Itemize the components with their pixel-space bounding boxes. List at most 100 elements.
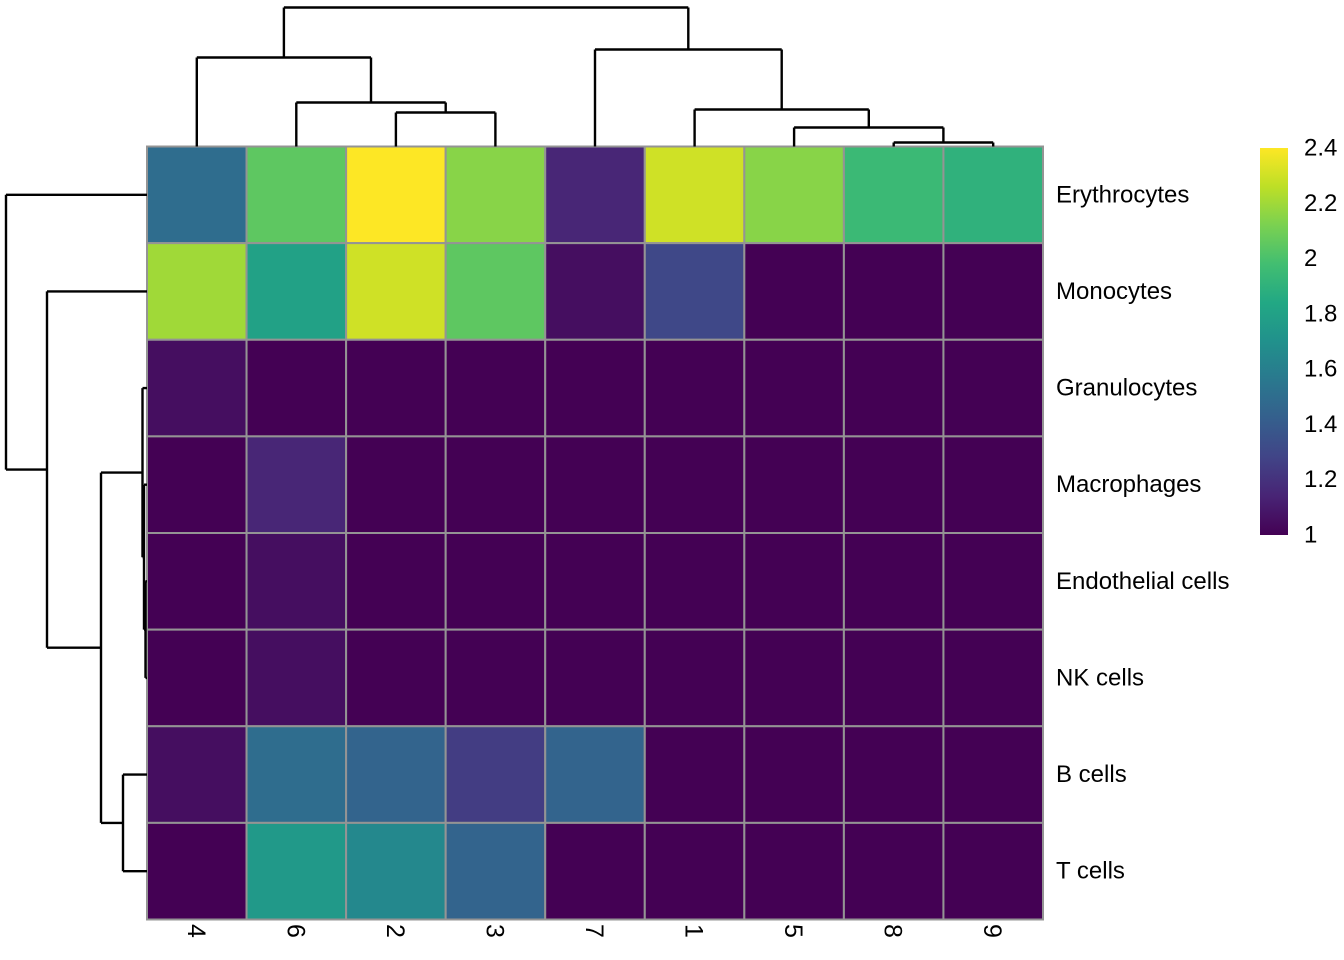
heatmap-cell	[842, 628, 945, 728]
row-labels: Erythrocytes Monocytes Granulocytes Macroph…	[1056, 181, 1229, 884]
heatmap-cell	[544, 725, 646, 824]
colorbar-tick-label: 2	[1304, 245, 1317, 272]
row-label: Monocytes	[1056, 278, 1172, 305]
heatmap-cell	[146, 532, 248, 631]
heatmap-cell	[146, 145, 248, 245]
heatmap-cell	[942, 145, 1045, 245]
row-label: Granulocytes	[1056, 375, 1197, 402]
heatmap-cell	[544, 338, 646, 438]
colorbar-tick-label: 2.2	[1304, 190, 1337, 217]
heatmap-cell	[345, 338, 447, 438]
heatmap-cell	[743, 145, 845, 245]
heatmap-cell	[245, 435, 348, 534]
heatmap-cell	[942, 821, 1045, 921]
heatmap-cell	[245, 242, 348, 341]
heatmap-cell	[345, 242, 447, 341]
column-label: 3	[480, 924, 508, 938]
column-label: 4	[182, 924, 210, 938]
heatmap-cell	[743, 821, 845, 921]
colorbar-tick-label: 1.4	[1304, 411, 1337, 438]
heatmap-grid	[146, 145, 1045, 921]
heatmap-cell	[743, 338, 845, 438]
heatmap-cell	[245, 338, 348, 438]
heatmap-cell	[444, 242, 547, 341]
heatmap-cell	[146, 435, 248, 534]
heatmap-cell	[842, 338, 945, 438]
heatmap-cell	[146, 628, 248, 728]
heatmap-cell	[842, 532, 945, 631]
row-label: Macrophages	[1056, 471, 1201, 498]
heatmap-cell	[544, 145, 646, 245]
heatmap-cell	[444, 725, 547, 824]
heatmap-cell	[743, 725, 845, 824]
heatmap-cell	[743, 242, 845, 341]
colorbar-tick-label: 2.4	[1304, 135, 1337, 162]
heatmap-cell	[743, 628, 845, 728]
heatmap-cell	[942, 435, 1045, 534]
heatmap-cell	[544, 821, 646, 921]
heatmap-cell	[942, 628, 1045, 728]
heatmap-cell	[245, 532, 348, 631]
heatmap-cell	[643, 145, 746, 245]
row-label: B cells	[1056, 761, 1127, 788]
heatmap-cell	[444, 628, 547, 728]
heatmap-cell	[643, 435, 746, 534]
heatmap-cell	[643, 628, 746, 728]
heatmap-cell	[842, 145, 945, 245]
heatmap-cell	[245, 628, 348, 728]
column-label: 2	[381, 924, 409, 938]
heatmap-cell	[345, 628, 447, 728]
heatmap-cell	[643, 532, 746, 631]
row-label: Erythrocytes	[1056, 181, 1189, 208]
colorbar-gradient	[1260, 148, 1288, 535]
heatmap-cell	[444, 338, 547, 438]
heatmap-cell	[643, 725, 746, 824]
heatmap-cell	[444, 145, 547, 245]
heatmap-cell	[643, 821, 746, 921]
column-label: 1	[680, 924, 708, 938]
heatmap-cell	[245, 821, 348, 921]
heatmap-cell	[942, 242, 1045, 341]
row-label: Endothelial cells	[1056, 568, 1229, 595]
heatmap-cell	[146, 242, 248, 341]
colorbar-tick-label: 1.2	[1304, 466, 1337, 493]
heatmap-cell	[743, 435, 845, 534]
column-label: 5	[779, 924, 807, 938]
heatmap-cell	[146, 821, 248, 921]
column-labels: 4 6 2 3 7 1 5 8 9	[182, 924, 1006, 938]
heatmap-cell	[544, 242, 646, 341]
colorbar-tick-label: 1.6	[1304, 356, 1337, 383]
heatmap-cell	[245, 145, 348, 245]
heatmap-cell	[643, 338, 746, 438]
heatmap-cell	[544, 435, 646, 534]
row-label: NK cells	[1056, 664, 1144, 691]
colorbar-tick-label: 1	[1304, 522, 1317, 549]
heatmap-cell	[345, 821, 447, 921]
heatmap-cell	[444, 532, 547, 631]
heatmap-cell	[245, 725, 348, 824]
heatmap-cell	[643, 242, 746, 341]
row-label: T cells	[1056, 858, 1125, 885]
column-dendrogram	[195, 6, 995, 147]
heatmap-cell	[842, 242, 945, 341]
heatmap-cell	[345, 145, 447, 245]
heatmap-cell	[345, 532, 447, 631]
heatmap-cell	[146, 725, 248, 824]
column-label: 7	[580, 924, 608, 938]
column-label: 6	[281, 924, 309, 938]
heatmap-cell	[743, 532, 845, 631]
column-label: 9	[978, 924, 1006, 938]
heatmap-cell	[345, 725, 447, 824]
heatmap-cell	[842, 821, 945, 921]
heatmap-cell	[444, 821, 547, 921]
heatmap-cell	[146, 338, 248, 438]
colorbar-tick-label: 1.8	[1304, 300, 1337, 327]
colorbar-legend: 2.4 2.2 2 1.8 1.6 1.4 1.2 1	[1260, 135, 1337, 549]
heatmap-cell	[444, 435, 547, 534]
heatmap-cell	[842, 435, 945, 534]
heatmap-cell	[942, 725, 1045, 824]
column-label: 8	[879, 924, 907, 938]
row-dendrogram	[4, 193, 147, 873]
